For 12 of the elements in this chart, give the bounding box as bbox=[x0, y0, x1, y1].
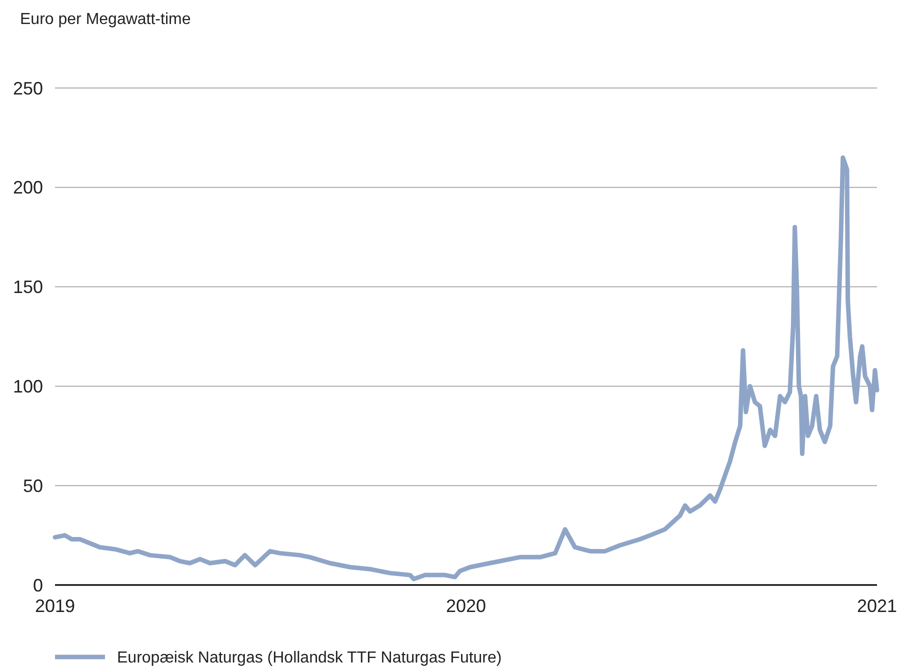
y-axis-title: Euro per Megawatt-time bbox=[20, 11, 191, 28]
x-tick-label: 2021 bbox=[856, 596, 898, 616]
x-tick-label: 2019 bbox=[34, 596, 76, 616]
y-tick-label: 100 bbox=[12, 376, 43, 396]
y-tick-label: 150 bbox=[12, 277, 43, 298]
y-tick-label: 50 bbox=[22, 476, 43, 496]
line-series bbox=[52, 155, 880, 582]
y-tick-label: 200 bbox=[12, 178, 43, 198]
legend-label: Europæisk Naturgas (Hollandsk TTF Naturgas Future) bbox=[117, 650, 502, 667]
x-tick-label: 2020 bbox=[446, 596, 486, 616]
y-tick-label: 0 bbox=[32, 575, 43, 596]
y-tick-label: 250 bbox=[12, 78, 43, 98]
